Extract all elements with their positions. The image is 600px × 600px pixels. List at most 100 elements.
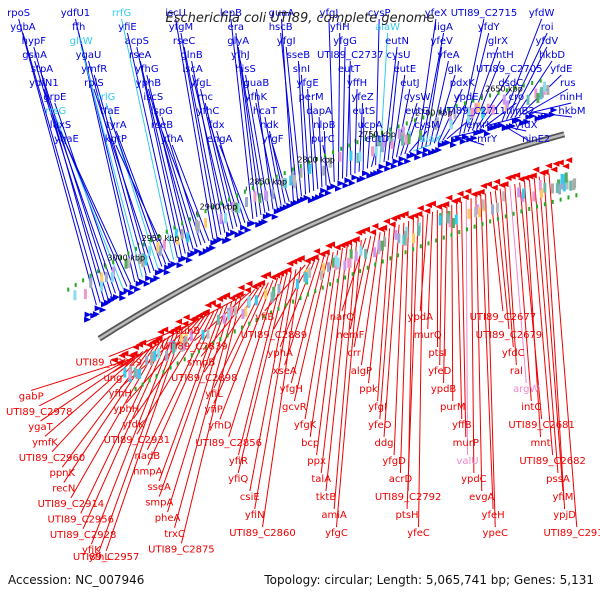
reverse-label-leader: [379, 226, 395, 420]
reverse-gene-label: bcp: [301, 438, 319, 449]
forward-gene-label: yfiE: [118, 22, 137, 33]
forward-label-leader: [342, 46, 346, 179]
cog-feature-block: [560, 179, 564, 190]
forward-gene-label: rpoS: [7, 8, 30, 19]
reverse-gene-arrow: [156, 329, 164, 336]
forward-gene-label: perM: [298, 92, 323, 103]
reverse-label-leader: [349, 236, 372, 330]
cog-feature-block: [162, 239, 166, 250]
gc-marker: [539, 78, 542, 83]
reverse-gene-label: crr: [347, 348, 361, 359]
forward-gene-arrow: [410, 151, 418, 158]
reverse-gene-label: sseA: [147, 482, 171, 493]
reverse-gene-label: ypdC: [461, 474, 487, 485]
cog-feature-block: [206, 328, 210, 339]
reverse-gene-labels: gabP UTI89_C2978 ygaT ymfK UTI89_C2960 ppnK re…: [6, 312, 600, 563]
cog-feature-block: [180, 334, 184, 345]
forward-label-leader: [147, 88, 194, 250]
reverse-gene-arrow: [191, 314, 199, 321]
cog-feature-block: [454, 214, 458, 225]
reverse-gene-arrow: [303, 257, 311, 264]
reverse-gene-arrow: [416, 205, 424, 212]
forward-label-leader: [514, 60, 553, 118]
gc-marker: [372, 133, 375, 138]
reverse-gene-arrow: [464, 188, 472, 195]
reverse-gene-label: UTI89_C2856: [195, 438, 262, 449]
reverse-label-leader: [200, 289, 256, 357]
reverse-gene-label: ygaT: [28, 422, 53, 433]
forward-gene-label: yfiH: [330, 22, 350, 33]
forward-gene-label: rnc: [197, 92, 213, 103]
reverse-label-leader: [133, 315, 206, 419]
gc-marker: [356, 140, 359, 145]
gc-marker: [251, 185, 254, 190]
gc-marker: [235, 193, 238, 198]
forward-gene-label: ydfN1: [29, 78, 59, 89]
forward-gene-arrow: [455, 135, 463, 142]
cog-feature-block: [247, 296, 251, 307]
forward-label-leader: [41, 74, 113, 296]
cog-feature-block: [359, 245, 363, 256]
gc-marker: [404, 250, 407, 255]
forward-gene-label: yfdE: [550, 64, 572, 75]
forward-gene-arrow: [180, 255, 188, 262]
forward-label-leader: [66, 144, 132, 285]
reverse-gene-arrow: [130, 350, 138, 357]
gc-marker: [119, 255, 122, 260]
cog-feature-block: [204, 218, 208, 229]
forward-gene-arrow: [286, 202, 294, 209]
reverse-gene-arrow: [382, 218, 390, 225]
reverse-label-leader: [499, 188, 514, 348]
cog-feature-block: [165, 350, 169, 361]
reverse-label-leader: [360, 232, 381, 366]
reverse-label-leader: [427, 211, 434, 330]
forward-label-leader: [230, 18, 254, 219]
forward-gene-label: cro: [509, 92, 525, 103]
forward-gene-arrow: [292, 199, 300, 206]
gc-marker: [489, 219, 492, 224]
gc-marker: [219, 337, 222, 342]
forward-gene-arrow: [525, 114, 533, 121]
forward-gene-arrow: [344, 177, 352, 184]
reverse-gene-arrow: [174, 318, 182, 325]
reverse-gene-arrow: [313, 248, 321, 255]
cog-feature-block: [481, 199, 485, 210]
forward-gene-arrow: [342, 182, 350, 189]
forward-gene-label: cysW: [404, 92, 431, 103]
reverse-gene-label: yfgC: [325, 528, 348, 539]
reverse-label-leader: [368, 230, 386, 384]
cog-feature-block: [467, 113, 471, 124]
forward-gene-arrow: [428, 149, 436, 156]
reverse-gene-label: yfeH: [482, 510, 505, 521]
cog-feature-block: [448, 217, 452, 228]
cog-feature-block: [502, 94, 506, 105]
cog-feature-block: [338, 151, 342, 162]
gc-marker: [405, 121, 408, 126]
reverse-gene-arrow: [181, 320, 189, 327]
cog-feature-block: [348, 258, 352, 269]
reverse-gene-label: intC: [521, 402, 541, 413]
gc-marker: [241, 325, 244, 330]
forward-gene-arrow: [176, 262, 184, 269]
gc-marker: [412, 247, 415, 252]
cog-feature-block: [148, 245, 152, 256]
forward-gene-arrow: [466, 136, 474, 143]
reverse-gene-label: UTI89_C2911: [543, 528, 600, 539]
gc-marker: [262, 314, 265, 319]
forward-gene-arrow: [170, 260, 178, 267]
gc-marker: [427, 241, 430, 246]
reverse-label-lines: [31, 173, 578, 552]
forward-gene-label: hscB: [269, 22, 293, 33]
forward-gene-label: yfhA: [161, 134, 184, 145]
gc-marker: [255, 317, 258, 322]
cog-feature-block: [304, 272, 308, 283]
gc-marker: [248, 321, 251, 326]
cog-feature-block: [546, 84, 550, 95]
forward-gene-label: fdx: [209, 120, 225, 131]
forward-gene-arrow: [266, 212, 274, 219]
forward-label-leader: [280, 32, 298, 199]
forward-gene-label: eutD: [365, 134, 389, 145]
reverse-label-leader: [451, 205, 454, 402]
reverse-gene-label: gabP: [19, 391, 44, 402]
reverse-gene-arrow: [552, 160, 560, 167]
